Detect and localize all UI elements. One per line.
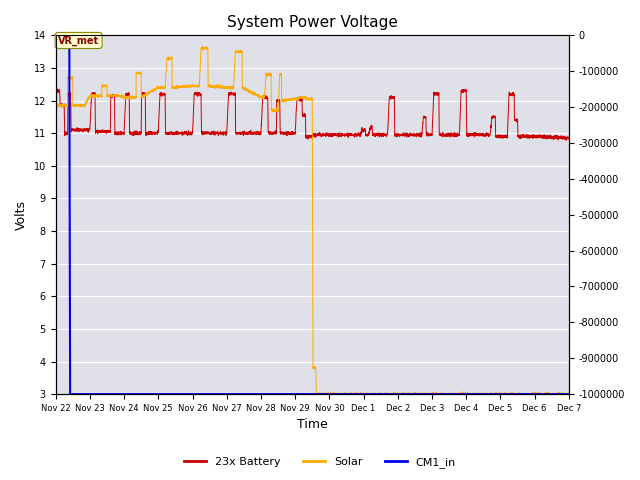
Y-axis label: Volts: Volts — [15, 200, 28, 230]
Legend: 23x Battery, Solar, CM1_in: 23x Battery, Solar, CM1_in — [179, 452, 461, 472]
X-axis label: Time: Time — [297, 419, 328, 432]
Text: VR_met: VR_met — [58, 36, 99, 46]
Title: System Power Voltage: System Power Voltage — [227, 15, 397, 30]
